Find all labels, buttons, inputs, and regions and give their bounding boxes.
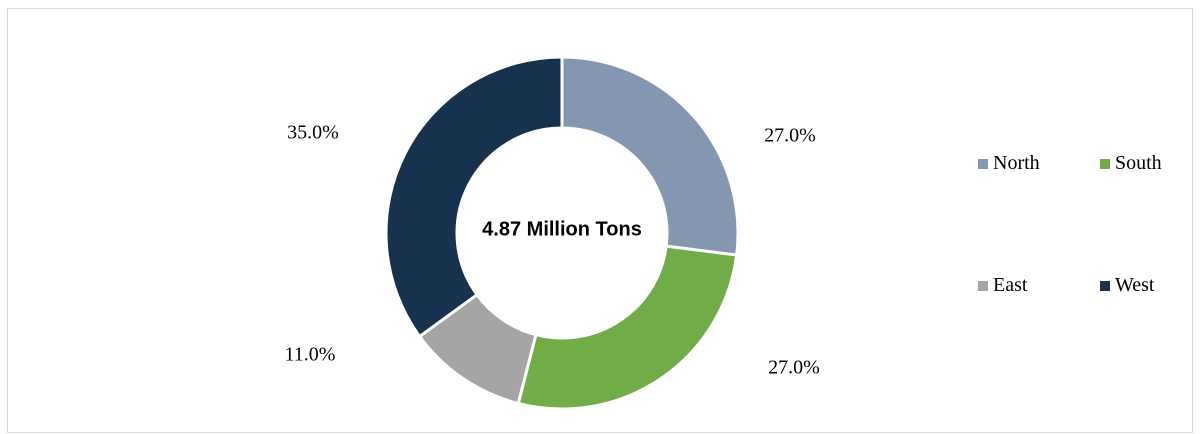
data-label-south: 27.0% xyxy=(768,357,820,379)
legend-item-south: South xyxy=(1100,152,1162,175)
legend-swatch-east xyxy=(978,280,988,291)
legend-swatch-west xyxy=(1100,280,1110,291)
chart-frame: 27.0% 27.0% 11.0% 35.0% 4.87 Million Tons N… xyxy=(7,8,1193,433)
donut-slices xyxy=(384,55,740,411)
center-label: 4.87 Million Tons xyxy=(482,218,642,240)
data-label-north: 27.0% xyxy=(764,125,816,147)
legend-item-north: North xyxy=(978,152,1040,175)
donut-slice-west xyxy=(384,55,564,339)
legend-item-east: East xyxy=(978,274,1027,297)
donut-slice-south xyxy=(516,244,739,411)
legend-label-north: North xyxy=(993,152,1040,174)
legend-item-west: West xyxy=(1100,274,1155,297)
donut-slice-north xyxy=(560,55,740,257)
donut-chart: 27.0% 27.0% 11.0% 35.0% 4.87 Million Tons xyxy=(285,55,820,411)
legend-label-west: West xyxy=(1115,274,1155,296)
legend-label-east: East xyxy=(993,274,1028,296)
legend-swatch-north xyxy=(978,158,988,169)
legend-label-south: South xyxy=(1115,152,1162,174)
donut-data-labels: 27.0% 27.0% 11.0% 35.0% xyxy=(285,122,820,379)
data-label-west: 35.0% xyxy=(287,122,339,144)
legend-swatch-south xyxy=(1100,158,1110,169)
data-label-east: 11.0% xyxy=(285,344,336,366)
